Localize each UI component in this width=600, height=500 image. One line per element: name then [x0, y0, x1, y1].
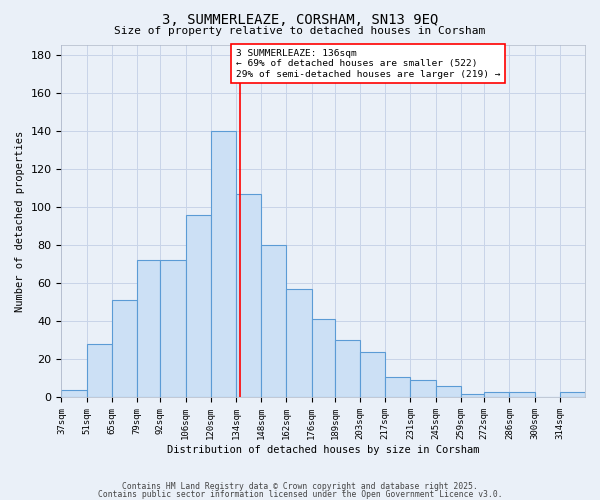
Bar: [461, 394, 484, 398]
X-axis label: Distribution of detached houses by size in Corsham: Distribution of detached houses by size …: [167, 445, 479, 455]
Text: 3 SUMMERLEAZE: 136sqm
← 69% of detached houses are smaller (522)
29% of semi-det: 3 SUMMERLEAZE: 136sqm ← 69% of detached …: [236, 49, 500, 78]
Bar: [436, 386, 461, 398]
Bar: [560, 392, 585, 398]
Bar: [311, 320, 335, 398]
Bar: [236, 194, 261, 398]
Text: Contains HM Land Registry data © Crown copyright and database right 2025.: Contains HM Land Registry data © Crown c…: [122, 482, 478, 491]
Bar: [211, 130, 236, 398]
Bar: [86, 344, 112, 398]
Text: 3, SUMMERLEAZE, CORSHAM, SN13 9EQ: 3, SUMMERLEAZE, CORSHAM, SN13 9EQ: [162, 12, 438, 26]
Bar: [286, 289, 311, 398]
Text: Size of property relative to detached houses in Corsham: Size of property relative to detached ho…: [115, 26, 485, 36]
Bar: [360, 352, 385, 398]
Y-axis label: Number of detached properties: Number of detached properties: [15, 130, 25, 312]
Bar: [335, 340, 360, 398]
Bar: [410, 380, 436, 398]
Bar: [385, 376, 410, 398]
Text: Contains public sector information licensed under the Open Government Licence v3: Contains public sector information licen…: [98, 490, 502, 499]
Bar: [261, 245, 286, 398]
Bar: [185, 214, 211, 398]
Bar: [112, 300, 137, 398]
Bar: [137, 260, 160, 398]
Bar: [509, 392, 535, 398]
Bar: [160, 260, 185, 398]
Bar: [61, 390, 86, 398]
Bar: [484, 392, 509, 398]
